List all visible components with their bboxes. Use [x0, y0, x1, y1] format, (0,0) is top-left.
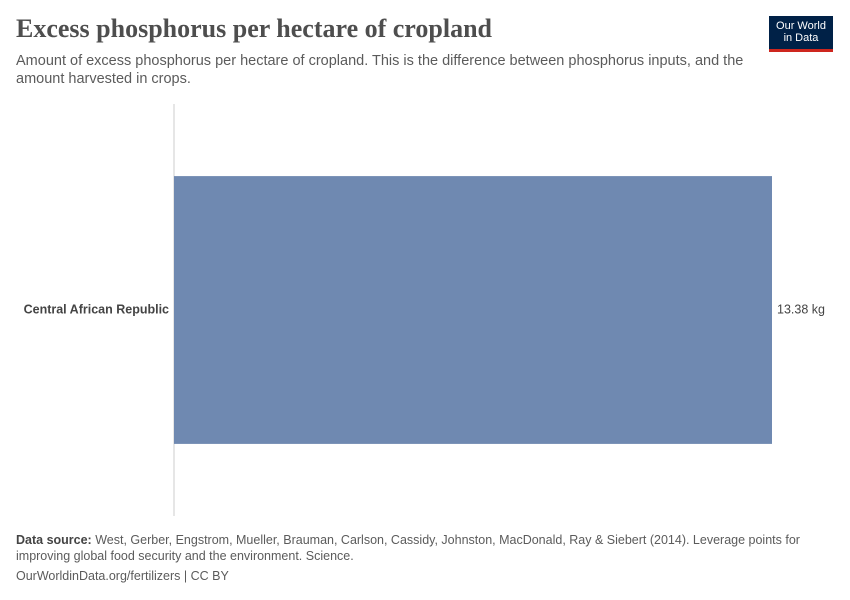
source-label: Data source: [16, 533, 92, 547]
chart-title: Excess phosphorus per hectare of croplan… [16, 14, 492, 43]
logo-text: in Data [783, 32, 819, 44]
chart-subtitle: Amount of excess phosphorus per hectare … [16, 53, 744, 87]
category-label: Central African Republic [24, 302, 169, 316]
source: Data source: West, Gerber, Engstrom, Mue… [16, 532, 806, 564]
bar [174, 176, 772, 444]
value-label: 13.38 kg [777, 302, 825, 316]
source-text: West, Gerber, Engstrom, Mueller, Brauman… [16, 533, 800, 563]
footer[interactable]: OurWorldinData.org/fertilizers | CC BY [16, 569, 229, 583]
logo[interactable]: Our World in Data [769, 16, 833, 52]
logo-text: Our World [776, 20, 826, 32]
